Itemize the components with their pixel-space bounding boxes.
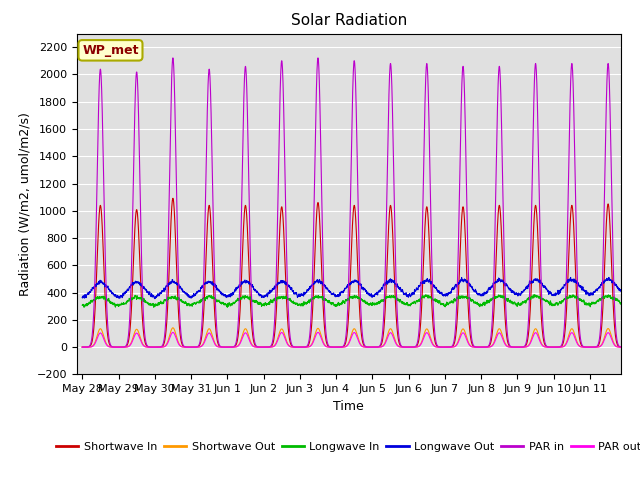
Legend: Shortwave In, Shortwave Out, Longwave In, Longwave Out, PAR in, PAR out: Shortwave In, Shortwave Out, Longwave In…: [52, 438, 640, 457]
X-axis label: Time: Time: [333, 400, 364, 413]
Y-axis label: Radiation (W/m2, umol/m2/s): Radiation (W/m2, umol/m2/s): [18, 112, 31, 296]
Title: Solar Radiation: Solar Radiation: [291, 13, 407, 28]
Text: WP_met: WP_met: [82, 44, 139, 57]
